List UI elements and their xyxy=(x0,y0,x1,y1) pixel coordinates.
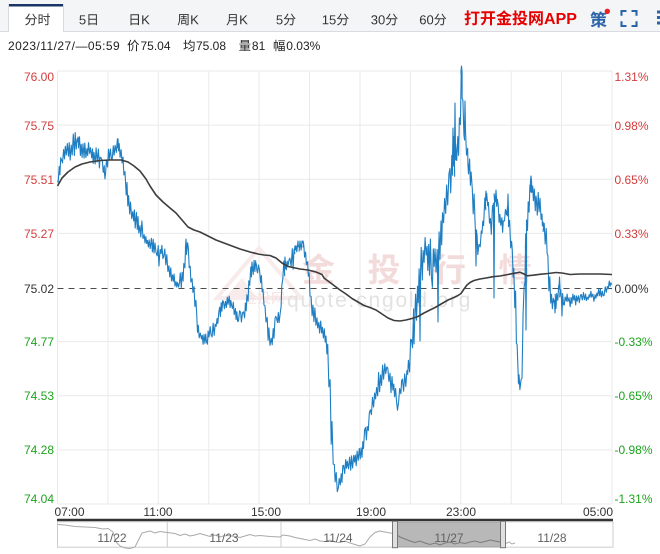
svg-text:-0.65%: -0.65% xyxy=(615,389,653,403)
svg-text:75.02: 75.02 xyxy=(24,282,54,296)
svg-text:81: 81 xyxy=(252,39,266,53)
svg-text:74.04: 74.04 xyxy=(24,492,54,506)
svg-text:quote.cngold.org: quote.cngold.org xyxy=(287,289,472,312)
svg-text:75.75: 75.75 xyxy=(24,119,54,133)
svg-text:11/28: 11/28 xyxy=(537,531,566,545)
svg-text:07:00: 07:00 xyxy=(54,505,84,519)
svg-text:2023/11/27/—05:59: 2023/11/27/—05:59 xyxy=(8,39,120,53)
svg-text:19:00: 19:00 xyxy=(356,505,386,519)
svg-text:15:00: 15:00 xyxy=(251,505,281,519)
svg-text:75.08: 75.08 xyxy=(196,39,226,53)
svg-text:11:00: 11:00 xyxy=(143,505,172,519)
svg-text:05:00: 05:00 xyxy=(583,505,613,519)
svg-text:23:00: 23:00 xyxy=(446,505,476,519)
svg-text:0.00%: 0.00% xyxy=(615,282,649,296)
svg-text:74.28: 74.28 xyxy=(24,443,54,457)
svg-text:75.04: 75.04 xyxy=(141,39,171,53)
svg-text:75.51: 75.51 xyxy=(24,173,54,187)
svg-text:11/24: 11/24 xyxy=(323,531,352,545)
svg-text:75.27: 75.27 xyxy=(24,227,54,241)
svg-text:0.03%: 0.03% xyxy=(286,39,320,53)
svg-text:11/22: 11/22 xyxy=(97,531,126,545)
svg-text:11/23: 11/23 xyxy=(209,531,238,545)
svg-text:1.31%: 1.31% xyxy=(615,70,649,84)
svg-text:74.53: 74.53 xyxy=(24,389,54,403)
svg-text:0.33%: 0.33% xyxy=(615,227,649,241)
svg-text:-1.31%: -1.31% xyxy=(615,492,653,506)
svg-text:0.65%: 0.65% xyxy=(615,173,649,187)
svg-text:74.77: 74.77 xyxy=(24,335,54,349)
svg-text:0.98%: 0.98% xyxy=(615,119,649,133)
svg-text:-0.98%: -0.98% xyxy=(615,443,653,457)
svg-text:11/27: 11/27 xyxy=(434,531,463,545)
svg-text:-0.33%: -0.33% xyxy=(615,335,653,349)
svg-text:76.00: 76.00 xyxy=(24,70,54,84)
